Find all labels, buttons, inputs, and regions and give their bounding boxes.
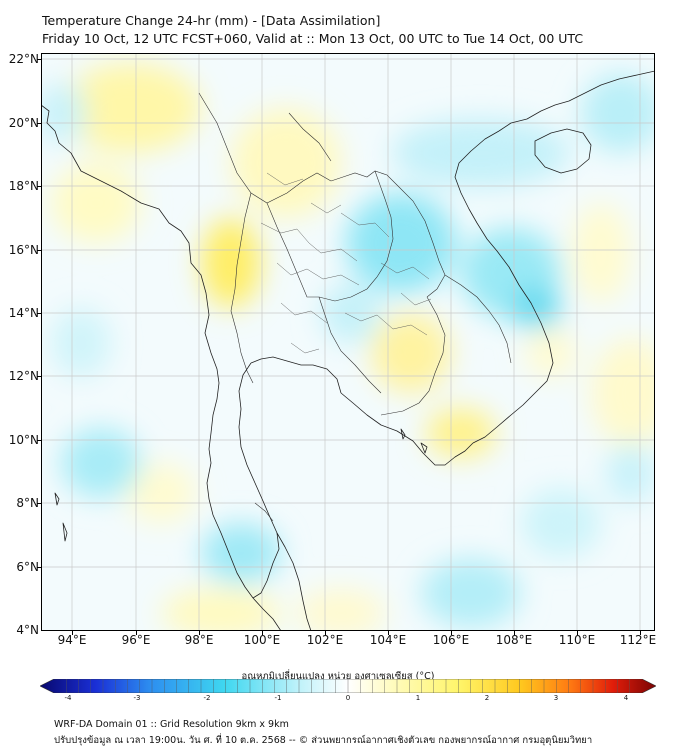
lat-tick [37, 567, 41, 568]
lat-tick [37, 440, 41, 441]
colorbar-tick-label: 1 [415, 694, 421, 702]
lon-tick [451, 631, 452, 635]
lon-tick [640, 631, 641, 635]
lon-tick [325, 631, 326, 635]
graticule [41, 53, 655, 631]
lon-tick [577, 631, 578, 635]
map-title: Temperature Change 24-hr (mm) - [Data As… [42, 13, 381, 28]
colorbar-tick-label: -4 [64, 694, 72, 702]
lat-label: 22°N [8, 52, 39, 66]
lon-tick [514, 631, 515, 635]
map-frame [41, 53, 655, 631]
colorbar-tick-label: 2 [484, 694, 490, 702]
country-borders [198, 92, 512, 522]
colorbar-tick-label: 0 [345, 694, 351, 702]
lat-tick [37, 503, 41, 504]
lat-label: 16°N [8, 243, 39, 257]
lat-label: 8°N [16, 496, 39, 510]
lat-label: 10°N [8, 433, 39, 447]
temperature-field [41, 63, 655, 631]
lon-tick [72, 631, 73, 635]
colorbar-tick-label: -3 [133, 694, 141, 702]
lon-tick [199, 631, 200, 635]
lat-label: 12°N [8, 369, 39, 383]
lat-label: 14°N [8, 306, 39, 320]
lon-tick [136, 631, 137, 635]
lat-label: 18°N [8, 179, 39, 193]
province-borders [260, 172, 432, 354]
coastlines [41, 70, 655, 631]
lat-tick [37, 59, 41, 60]
lon-tick [262, 631, 263, 635]
lat-tick [37, 313, 41, 314]
footer-resolution: WRF-DA Domain 01 :: Grid Resolution 9km … [54, 719, 289, 730]
lon-label: 104°E [369, 633, 407, 647]
colorbar-ramp [39, 678, 657, 694]
lon-label: 108°E [495, 633, 533, 647]
lat-tick [37, 123, 41, 124]
lon-label: 112°E [619, 633, 657, 647]
lon-label: 96°E [121, 633, 151, 647]
footer-credit: ปรับปรุงข้อมูล ณ เวลา 19:00น. วัน ศ. ที่… [54, 735, 593, 746]
lon-label: 98°E [184, 633, 214, 647]
lat-tick [37, 186, 41, 187]
lat-tick [37, 250, 41, 251]
colorbar-title: อุณหภูมิเปลี่ยนแปลง หน่วย องศาเซลเซียส (… [241, 671, 435, 682]
map-subtitle: Friday 10 Oct, 12 UTC FCST+060, Valid at… [42, 31, 584, 46]
lat-label: 4°N [16, 623, 39, 637]
colorbar-tick-label: 3 [553, 694, 559, 702]
lon-tick [388, 631, 389, 635]
map-canvas [41, 53, 655, 631]
colorbar-tick-label: -1 [274, 694, 282, 702]
lon-label: 94°E [57, 633, 87, 647]
colorbar-tick-label: -2 [203, 694, 211, 702]
lon-label: 106°E [432, 633, 470, 647]
lon-label: 102°E [306, 633, 344, 647]
colorbar-tick-label: 4 [623, 694, 629, 702]
lat-label: 20°N [8, 116, 39, 130]
temperature-change-map [41, 53, 655, 631]
lat-tick [37, 376, 41, 377]
colorbar [39, 678, 657, 694]
lon-label: 100°E [243, 633, 281, 647]
lat-label: 6°N [16, 560, 39, 574]
lon-label: 110°E [558, 633, 596, 647]
